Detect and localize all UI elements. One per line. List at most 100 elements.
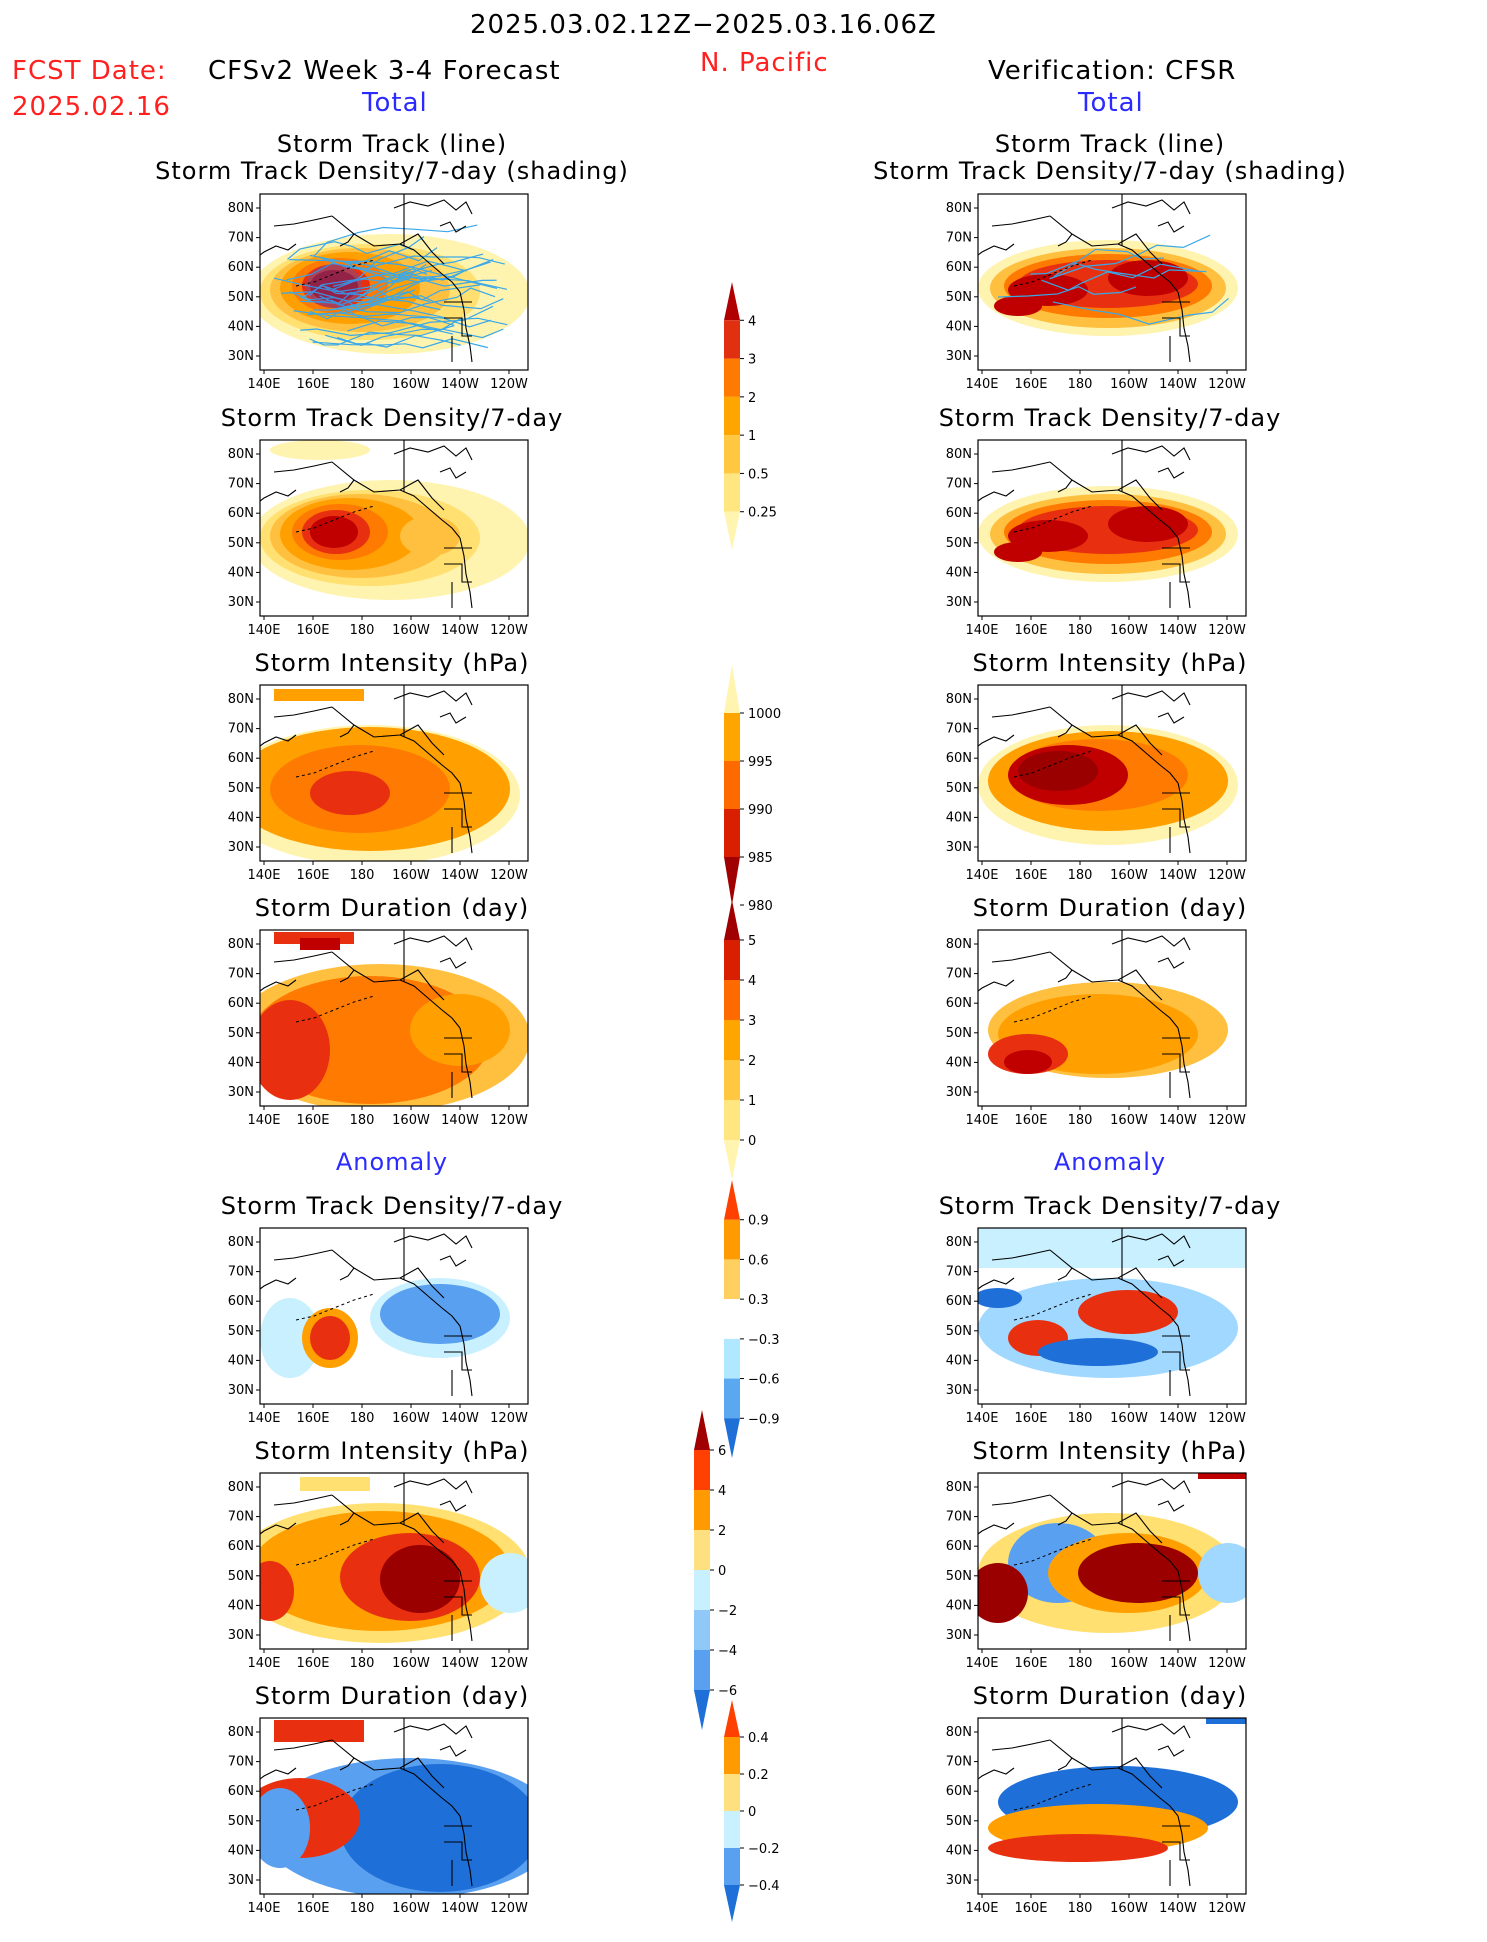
colorbar-segment (724, 1259, 740, 1299)
colorbar-segment (724, 282, 740, 320)
lat-label: 30N (228, 1085, 254, 1100)
right-p1-title-a: Storm Track (line) (810, 130, 1410, 158)
lat-label: 80N (946, 1480, 972, 1495)
lat-label: 80N (946, 447, 972, 462)
lat-label: 80N (228, 692, 254, 707)
lon-label: 160W (1110, 1411, 1148, 1426)
lon-label: 120W (490, 623, 528, 638)
lat-label: 40N (228, 1055, 254, 1070)
lon-label: 160W (1110, 1656, 1148, 1671)
lon-label: 140E (965, 1113, 998, 1128)
lon-label: 180 (1068, 1656, 1093, 1671)
lat-label: 70N (228, 1265, 254, 1280)
lon-label: 140W (441, 1901, 479, 1916)
lat-label: 50N (946, 1569, 972, 1584)
right-p6-title: Storm Intensity (hPa) (810, 1437, 1410, 1465)
lat-label: 60N (228, 996, 254, 1011)
lat-label: 50N (946, 1814, 972, 1829)
lat-label: 30N (946, 1628, 972, 1643)
lat-label: 60N (946, 1294, 972, 1309)
left-intensity-anomaly-map: 80N 70N 60N 50N 40N 30N 140E 160E 180 160W 140W 120… (204, 1465, 544, 1680)
fcst-date-label: FCST Date: (12, 56, 167, 86)
colorbar-tick: 0 (748, 1134, 756, 1149)
lat-label: 80N (228, 937, 254, 952)
colorbar-segment (694, 1690, 710, 1730)
colorbar-segment (724, 1020, 740, 1060)
lon-label: 160W (1110, 623, 1148, 638)
lat-label: 30N (228, 1873, 254, 1888)
colorbar-tick: 1000 (748, 707, 781, 722)
lon-label: 140E (247, 868, 280, 883)
right-p7-title: Storm Duration (day) (810, 1682, 1410, 1710)
colorbar-tick: −0.6 (748, 1373, 780, 1388)
colorbar-segment (694, 1490, 710, 1530)
lat-label: 30N (946, 349, 972, 364)
colorbar-tick: 1 (748, 429, 756, 444)
colorbar-segment (724, 1848, 740, 1885)
lon-label: 120W (490, 1656, 528, 1671)
colorbar-tick: 0 (748, 1805, 756, 1820)
lat-label: 80N (946, 692, 972, 707)
lat-label: 50N (228, 1026, 254, 1041)
model-title: CFSv2 Week 3-4 Forecast (208, 56, 561, 86)
lon-label: 140W (1159, 623, 1197, 638)
right-intensity-map: 80N70N60N50N40N30N140E 160E 180 160W 140W 120… (922, 677, 1262, 892)
colorbar-segment (694, 1610, 710, 1650)
lat-label: 70N (228, 231, 254, 246)
lon-label: 140E (247, 1656, 280, 1671)
left-total-label: Total (362, 88, 428, 118)
lat-label: 40N (228, 319, 254, 334)
lat-label: 40N (946, 1598, 972, 1613)
lon-label: 160E (296, 1656, 329, 1671)
lat-label: 60N (228, 1784, 254, 1799)
lat-label: 30N (946, 840, 972, 855)
lat-label: 50N (228, 781, 254, 796)
colorbar-segment (724, 1774, 740, 1811)
colorbar-segment (724, 1060, 740, 1100)
left-p6-title: Storm Intensity (hPa) (92, 1437, 692, 1465)
left-p1-title-b: Storm Track Density/7-day (shading) (92, 157, 692, 185)
lat-label: 60N (946, 1784, 972, 1799)
left-anomaly-label: Anomaly (92, 1148, 692, 1176)
lon-label: 120W (490, 868, 528, 883)
lat-label: 40N (228, 1598, 254, 1613)
colorbar-segment (724, 1180, 740, 1220)
right-duration-anomaly-map: 80N70N60N50N40N30N140E 160E 180 160W 140W 120… (922, 1710, 1262, 1925)
lat-label: 70N (946, 722, 972, 737)
lon-label: 160W (392, 1901, 430, 1916)
lat-label: 40N (946, 319, 972, 334)
lat-label: 70N (228, 967, 254, 982)
colorbar-segment (724, 940, 740, 980)
left-density-anomaly-map: 80N 70N 60N 50N 40N 30N 140E 160E 180 160W 140W 120… (204, 1220, 544, 1435)
lat-label: 40N (228, 1353, 254, 1368)
right-storm-track-map: 80N70N60N50N40N30N140E 160E 180 160W 140W 120… (922, 186, 1262, 401)
lon-label: 140E (247, 377, 280, 392)
lat-label: 70N (228, 722, 254, 737)
lat-label: 40N (946, 1055, 972, 1070)
lon-label: 120W (490, 377, 528, 392)
colorbar-tick: 0.3 (748, 1293, 769, 1308)
lon-label: 160W (392, 1113, 430, 1128)
lon-label: 140W (1159, 1656, 1197, 1671)
duration-anomaly-colorbar: 0.4 0.2 0 −0.2 −0.4 (720, 1680, 810, 1942)
lon-label: 120W (1208, 1411, 1246, 1426)
lon-label: 140E (247, 1411, 280, 1426)
lon-label: 160W (1110, 1113, 1148, 1128)
colorbar-tick: 0.6 (748, 1253, 769, 1268)
lon-label: 160W (392, 1411, 430, 1426)
left-p5-title: Storm Track Density/7-day (92, 1192, 692, 1220)
colorbar-segment (724, 1220, 740, 1260)
lon-label: 160E (296, 377, 329, 392)
colorbar-segment (724, 809, 740, 857)
colorbar-tick: 2 (748, 391, 756, 406)
colorbar-tick: 0.2 (748, 1768, 769, 1783)
right-total-label: Total (1078, 88, 1144, 118)
lat-label: 50N (228, 536, 254, 551)
lon-label: 180 (350, 1901, 375, 1916)
lat-label: 70N (946, 967, 972, 982)
colorbar-segment (724, 397, 740, 435)
lon-label: 160E (296, 1901, 329, 1916)
lon-label: 180 (350, 1113, 375, 1128)
colorbar-tick: 4 (748, 974, 756, 989)
lon-label: 120W (490, 1901, 528, 1916)
